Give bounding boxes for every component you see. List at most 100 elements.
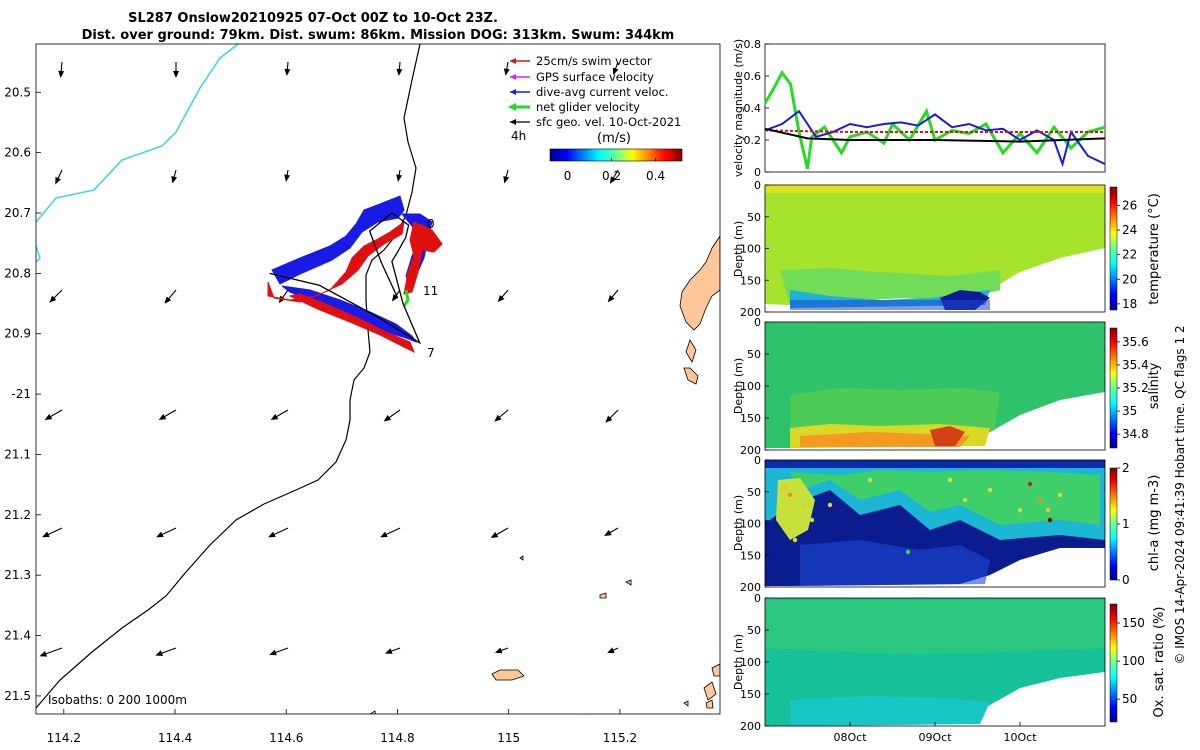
geo-vector-arrow: [164, 289, 177, 304]
oxygen-cbar-label: Ox. sat. ratio (%): [1152, 607, 1167, 718]
time-xtick-label: 10Oct: [1003, 731, 1037, 744]
velocity-ytick-label: 0.8: [744, 38, 762, 51]
geo-vector-arrow: [604, 527, 619, 536]
cbar-tick-label: 26: [1122, 198, 1137, 212]
geo-vector-arrow: [490, 527, 509, 538]
depth-tick-label: 150: [740, 549, 761, 562]
map-land-islet-7: [369, 710, 376, 714]
legend-label-geo: sfc geo. vel. 10-Oct-2021: [536, 115, 681, 129]
salinity-ticks: 0 50 100 150 200 34.8 35 35.2 35.4 35.6: [740, 316, 1149, 457]
legend-label-dive-avg: dive-avg current veloc.: [536, 85, 669, 99]
velocity-ytick-label: 0: [754, 166, 761, 179]
cbar-tick-label: 24: [1122, 223, 1137, 237]
cbar-tick-label: 150: [1122, 616, 1145, 630]
dive-avg-current-band-north: [271, 195, 405, 285]
map-ytick-label: 21.4: [4, 629, 31, 643]
map-land-islet-8: [705, 699, 714, 709]
map-xtick-label: 115.2: [603, 731, 637, 745]
figure-title-line1: SL287 Onslow20210925 07-Oct 00Z to 10-Oc…: [128, 11, 498, 26]
depth-tick-label: 50: [747, 624, 761, 637]
geo-vector-arrow: [494, 409, 509, 422]
map-yticks: 20.5 20.6 20.7 20.8 20.9 -21 21.1 21.2 21.3 21.4 2…: [4, 85, 41, 703]
salinity-cbar-label: salinity: [1147, 362, 1162, 409]
geo-vector-arrow: [58, 61, 65, 78]
chla-hotspot-dot: [1027, 481, 1033, 487]
geo-vector-arrow: [158, 409, 177, 420]
chla-colorbar: [1109, 467, 1118, 581]
map-colorbar-label: (m/s): [597, 131, 631, 146]
chla-hotspot-dot: [792, 537, 798, 543]
geo-vector-arrow: [494, 647, 509, 654]
map-land-islet-9: [583, 713, 585, 714]
map-ytick-label: 20.9: [4, 327, 31, 341]
geo-vector-arrow: [270, 409, 289, 420]
depth-tick-label: 0: [754, 592, 761, 605]
map-ytick-label: 20.8: [4, 266, 31, 280]
geo-vector-arrow: [156, 527, 177, 538]
map-xtick-label: 114.4: [158, 731, 192, 745]
geo-vector-arrow: [503, 169, 510, 184]
map-frame: [35, 43, 721, 715]
temperature-cbar-label: temperature (°C): [1147, 193, 1162, 305]
depth-tick-label: 0: [754, 179, 761, 192]
map-xtick-label: 115: [497, 731, 520, 745]
salinity-ylabel: Depth (m): [732, 358, 745, 414]
track-day-label-7: 7: [427, 346, 435, 360]
map-land-islet-10: [683, 700, 689, 707]
chla-field: [765, 460, 1105, 587]
chla-hotspots: [782, 477, 1063, 555]
velocity-yticks: 0 0.2 0.4 0.6 0.8: [744, 38, 769, 179]
chla-hotspot-dot: [1037, 497, 1043, 503]
geo-vector-arrow: [49, 289, 63, 303]
velocity-ylabel: velocity magnitude (m/s): [732, 39, 745, 177]
map-land-island-large: [679, 235, 720, 331]
depth-tick-label: 150: [740, 412, 761, 425]
credit-line: © IMOS 14-Apr-2024 09:41:39 Hobart time.…: [1173, 325, 1187, 664]
map-ytick-label: -21: [11, 387, 31, 401]
cbar-tick-label: 100: [1122, 654, 1145, 668]
velocity-ytick-label: 0.6: [744, 70, 762, 83]
oxygen-ylabel: Depth (m): [732, 634, 745, 690]
depth-tick-label: 200: [740, 306, 761, 319]
chla-hotspot-dot: [1047, 517, 1053, 523]
swim-vector-band-east: [403, 221, 443, 295]
map-land-islet-5: [599, 592, 607, 599]
velocity-series-line: [764, 127, 1106, 143]
geo-vector-arrow: [607, 289, 619, 303]
cbar-tick-label: 2: [1122, 461, 1130, 475]
legend-label-gps: GPS surface velocity: [536, 70, 654, 84]
chla-hotspot-dot: [947, 477, 953, 483]
temperature-panel: 0 50 100 150 200 18 20 22 24 26 Depth (m) tempera…: [732, 179, 1162, 319]
map-land-islet-2: [491, 669, 525, 681]
depth-tick-label: 50: [747, 486, 761, 499]
chla-hotspot-dot: [962, 497, 968, 503]
geo-vector-arrow: [268, 527, 289, 538]
map-cbar-tick-label: 0.4: [646, 169, 665, 183]
chla-hotspot-dot: [827, 502, 833, 508]
depth-tick-label: 50: [747, 348, 761, 361]
velocity-frame: [764, 43, 1106, 173]
map-ytick-label: 21.5: [4, 689, 31, 703]
chla-ylabel: Depth (m): [732, 495, 745, 551]
oxygen-xticks: 08Oct 09Oct 10Oct: [833, 722, 1037, 744]
map-land-islet-4: [711, 663, 720, 677]
sfc-geo-vectors: [39, 61, 619, 657]
geo-vector-arrow: [383, 409, 401, 422]
depth-tick-label: 50: [747, 211, 761, 224]
geo-vector-arrow: [497, 289, 509, 303]
geo-vector-arrow: [39, 647, 63, 657]
chla-hotspot-dot: [782, 485, 788, 491]
depth-tick-label: 200: [740, 720, 761, 733]
chla-hotspot-dot: [809, 517, 815, 523]
map-land-island-small: [685, 339, 697, 363]
geo-vector-arrow: [503, 61, 510, 76]
map-xticks: 114.2 114.4 114.6 114.8 115 115.2: [47, 709, 637, 745]
cbar-tick-label: 20: [1122, 272, 1137, 286]
map-panel: 114.2 114.4 114.6 114.8 115 115.2 20.520.620.…: [4, 43, 721, 745]
temperature-colorbar: [1109, 186, 1118, 311]
velocity-ytick-label: 0.4: [744, 102, 762, 115]
oxygen-ticks: 0 50 100 150 200 50 100 150: [740, 592, 1145, 733]
chla-hotspot-dot: [905, 549, 911, 555]
chla-hotspot-dot: [1057, 492, 1063, 498]
map-xtick-label: 114.6: [269, 731, 303, 745]
